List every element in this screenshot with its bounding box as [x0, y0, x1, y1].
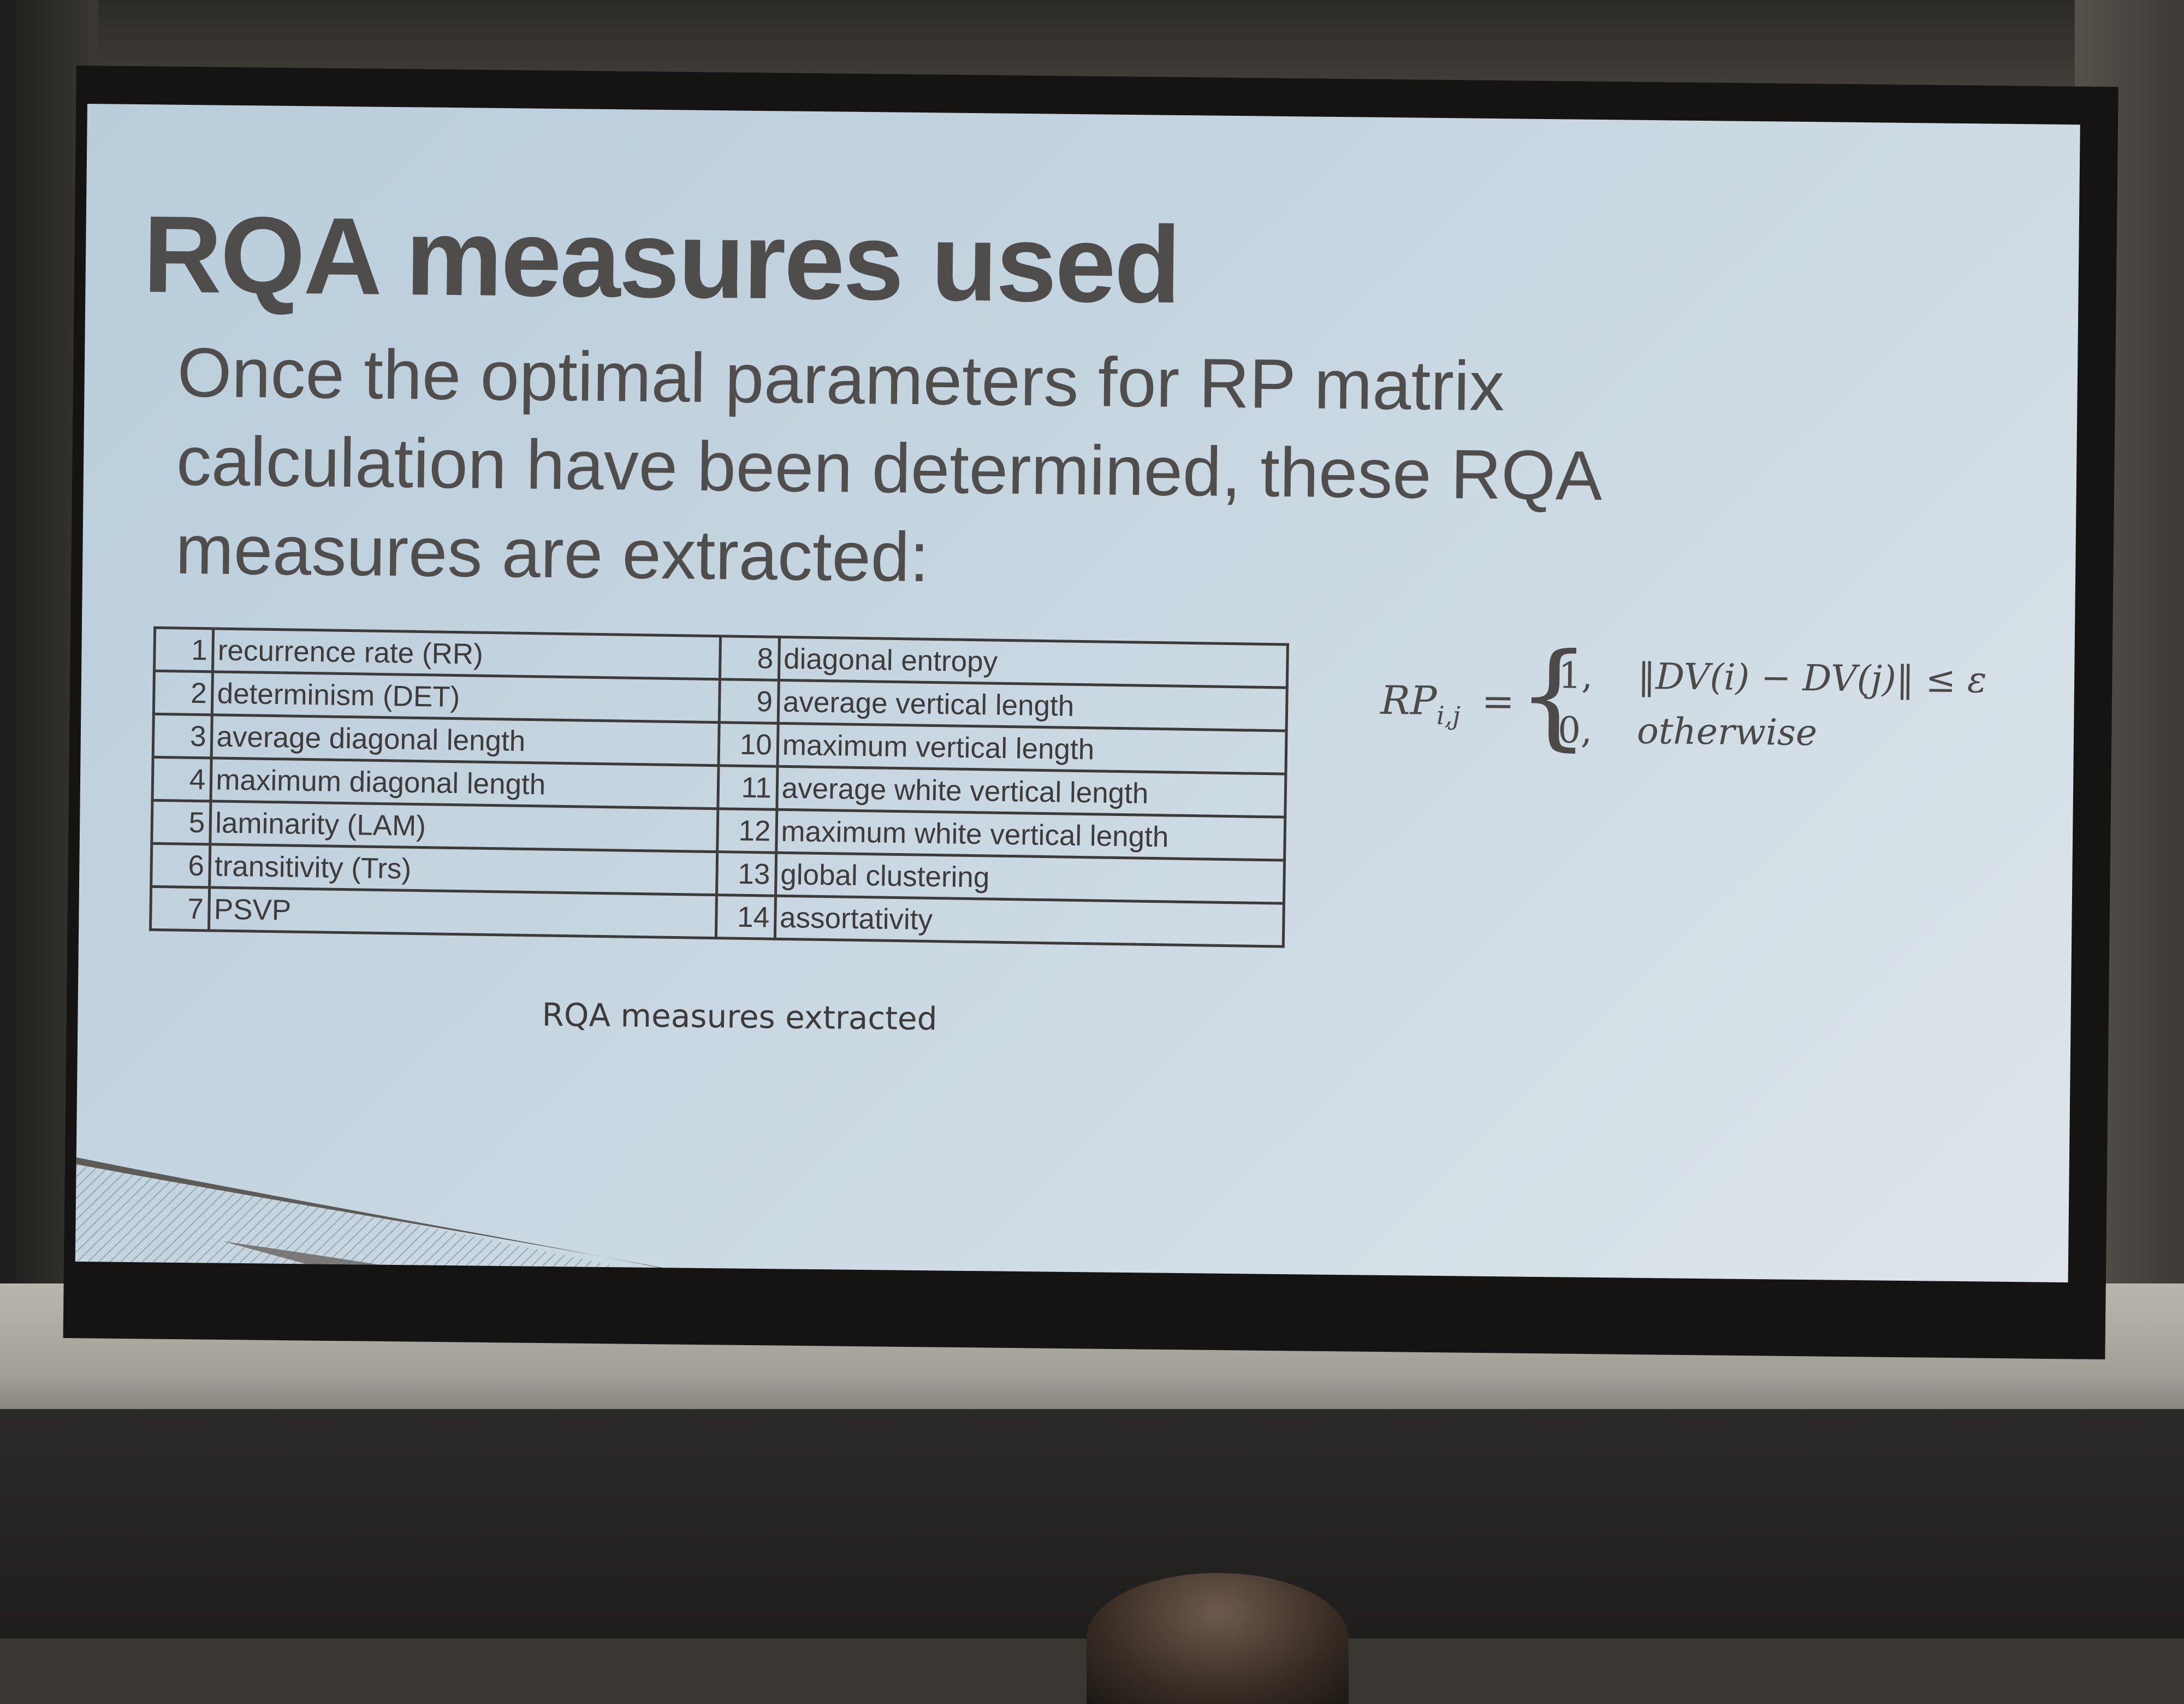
measure-name: determinism (DET)	[212, 671, 720, 723]
measure-number: 14	[715, 895, 776, 939]
measure-number: 12	[717, 808, 777, 853]
measure-name: maximum vertical length	[777, 723, 1287, 774]
measure-number: 8	[720, 636, 780, 681]
measure-name: assortativity	[775, 896, 1284, 947]
rqa-measures-table: 1 recurrence rate (RR) 8 diagonal entrop…	[149, 626, 1289, 948]
formula-lhs-subscript: i,j	[1436, 700, 1461, 731]
measure-name: PSVP	[209, 887, 717, 938]
measure-number: 9	[719, 679, 779, 724]
measure-name: average white vertical length	[776, 766, 1286, 818]
recurrence-plot-formula: RPi,j = { 1, ‖DV(i) − DV(j)‖ ≤ ε 0, othe…	[1380, 628, 2037, 780]
slide-title: RQA measures used	[142, 193, 1180, 326]
formula-case1-condition: ‖DV(i) − DV(j)‖ ≤ ε	[1637, 655, 1987, 701]
formula-equals: =	[1481, 678, 1515, 725]
measure-number: 6	[151, 843, 211, 887]
formula-case2-condition: otherwise	[1636, 709, 1818, 754]
measure-name: average vertical length	[778, 680, 1287, 731]
formula-case1-value: 1,	[1558, 654, 1593, 697]
measure-number: 7	[150, 886, 210, 931]
measure-number: 13	[716, 851, 776, 896]
measure-name: maximum diagonal length	[211, 758, 719, 809]
measure-number: 4	[152, 757, 212, 801]
measure-name: laminarity (LAM)	[210, 801, 718, 852]
audience-area	[0, 1409, 2184, 1638]
measure-number: 1	[154, 628, 213, 672]
measure-number: 3	[153, 714, 212, 758]
projected-slide: RQA measures used Once the optimal param…	[75, 104, 2080, 1283]
measure-number: 2	[153, 671, 213, 715]
formula-lhs: RPi,j	[1380, 677, 1461, 731]
decorative-swoosh	[75, 1140, 1302, 1283]
slide-body-text: Once the optimal parameters for RP matri…	[175, 333, 1599, 597]
table-caption: RQA measures extracted	[542, 996, 937, 1038]
formula-case2-value: 0,	[1557, 709, 1593, 752]
measure-name: average diagonal length	[211, 714, 719, 766]
audience-member-head	[1087, 1573, 1349, 1704]
measure-name: diagonal entropy	[779, 637, 1288, 688]
measure-name: maximum white vertical length	[776, 809, 1285, 861]
measure-number: 5	[151, 800, 211, 844]
measure-name: transitivity (Trs)	[209, 844, 717, 895]
measure-name: recurrence rate (RR)	[212, 628, 721, 679]
measure-number: 11	[717, 765, 778, 810]
measure-name: global clustering	[775, 853, 1285, 904]
measure-number: 10	[718, 722, 778, 767]
formula-lhs-symbol: RP	[1380, 677, 1437, 724]
